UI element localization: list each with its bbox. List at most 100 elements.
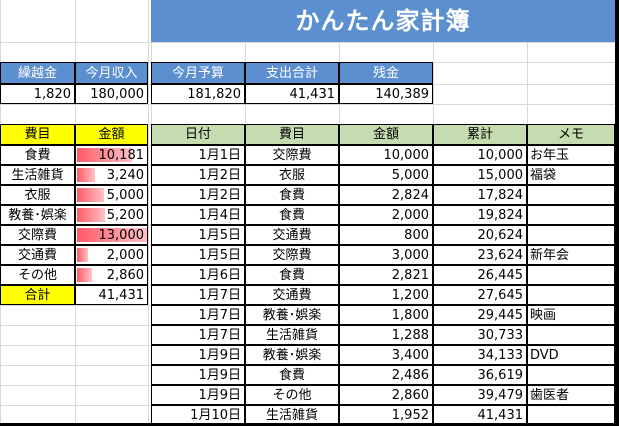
summary-header-cell[interactable]: 残金 [339, 62, 433, 84]
category-header-name[interactable]: 費目 [0, 124, 75, 145]
summary-header-cell[interactable]: 今月予算 [151, 62, 245, 84]
ledger-category-cell[interactable]: 食費 [245, 185, 339, 205]
category-amount-cell[interactable]: 5,000 [75, 185, 148, 205]
ledger-amount-cell[interactable]: 1,200 [339, 285, 433, 305]
ledger-amount-cell[interactable]: 3,400 [339, 345, 433, 365]
ledger-amount-cell[interactable]: 2,821 [339, 265, 433, 285]
ledger-category-cell[interactable]: 食費 [245, 265, 339, 285]
summary-value-cell[interactable]: 41,431 [245, 84, 339, 104]
category-amount-cell[interactable]: 5,200 [75, 205, 148, 225]
ledger-category-cell[interactable]: 教養･娯楽 [245, 305, 339, 325]
ledger-date-cell[interactable]: 1月10日 [151, 405, 245, 425]
ledger-memo-cell[interactable]: 歯医者 [527, 385, 615, 405]
ledger-date-cell[interactable]: 1月6日 [151, 265, 245, 285]
ledger-cumulative-cell[interactable]: 15,000 [433, 165, 527, 185]
ledger-category-cell[interactable]: 衣服 [245, 165, 339, 185]
category-amount-cell[interactable]: 2,860 [75, 265, 148, 285]
ledger-amount-cell[interactable]: 5,000 [339, 165, 433, 185]
ledger-category-cell[interactable]: 教養･娯楽 [245, 345, 339, 365]
category-name-cell[interactable]: 食費 [0, 145, 75, 165]
ledger-category-cell[interactable]: その他 [245, 385, 339, 405]
category-total-label[interactable]: 合計 [0, 285, 75, 305]
ledger-cumulative-cell[interactable]: 23,624 [433, 245, 527, 265]
ledger-category-cell[interactable]: 生活雑貨 [245, 325, 339, 345]
ledger-category-cell[interactable]: 食費 [245, 365, 339, 385]
ledger-cumulative-cell[interactable]: 17,824 [433, 185, 527, 205]
ledger-date-cell[interactable]: 1月7日 [151, 305, 245, 325]
ledger-header-amount[interactable]: 金額 [339, 124, 433, 145]
category-amount-cell[interactable]: 13,000 [75, 225, 148, 245]
summary-value-cell[interactable]: 180,000 [75, 84, 148, 104]
ledger-amount-cell[interactable]: 1,952 [339, 405, 433, 425]
ledger-date-cell[interactable]: 1月5日 [151, 245, 245, 265]
ledger-memo-cell[interactable] [527, 185, 615, 205]
summary-value-cell[interactable]: 1,820 [0, 84, 75, 104]
ledger-memo-cell[interactable] [527, 225, 615, 245]
ledger-amount-cell[interactable]: 1,800 [339, 305, 433, 325]
category-total-value[interactable]: 41,431 [75, 285, 148, 305]
ledger-amount-cell[interactable]: 2,000 [339, 205, 433, 225]
ledger-cumulative-cell[interactable]: 19,824 [433, 205, 527, 225]
ledger-memo-cell[interactable]: 映画 [527, 305, 615, 325]
ledger-memo-cell[interactable]: 福袋 [527, 165, 615, 185]
ledger-amount-cell[interactable]: 2,824 [339, 185, 433, 205]
ledger-cumulative-cell[interactable]: 20,624 [433, 225, 527, 245]
ledger-memo-cell[interactable] [527, 405, 615, 425]
ledger-cumulative-cell[interactable]: 41,431 [433, 405, 527, 425]
ledger-memo-cell[interactable]: お年玉 [527, 145, 615, 165]
ledger-cumulative-cell[interactable]: 27,645 [433, 285, 527, 305]
ledger-date-cell[interactable]: 1月2日 [151, 165, 245, 185]
ledger-memo-cell[interactable] [527, 205, 615, 225]
summary-header-cell[interactable]: 今月収入 [75, 62, 148, 84]
category-name-cell[interactable]: 教養･娯楽 [0, 205, 75, 225]
category-amount-cell[interactable]: 3,240 [75, 165, 148, 185]
summary-value-cell[interactable]: 181,820 [151, 84, 245, 104]
category-name-cell[interactable]: その他 [0, 265, 75, 285]
ledger-date-cell[interactable]: 1月4日 [151, 205, 245, 225]
ledger-header-date[interactable]: 日付 [151, 124, 245, 145]
category-name-cell[interactable]: 衣服 [0, 185, 75, 205]
ledger-memo-cell[interactable] [527, 285, 615, 305]
category-amount-cell[interactable]: 10,181 [75, 145, 148, 165]
ledger-cumulative-cell[interactable]: 36,619 [433, 365, 527, 385]
ledger-category-cell[interactable]: 生活雑貨 [245, 405, 339, 425]
ledger-cumulative-cell[interactable]: 39,479 [433, 385, 527, 405]
ledger-date-cell[interactable]: 1月2日 [151, 185, 245, 205]
ledger-cumulative-cell[interactable]: 29,445 [433, 305, 527, 325]
category-name-cell[interactable]: 交通費 [0, 245, 75, 265]
ledger-category-cell[interactable]: 交通費 [245, 285, 339, 305]
ledger-date-cell[interactable]: 1月9日 [151, 365, 245, 385]
ledger-amount-cell[interactable]: 2,860 [339, 385, 433, 405]
ledger-cumulative-cell[interactable]: 34,133 [433, 345, 527, 365]
ledger-amount-cell[interactable]: 2,486 [339, 365, 433, 385]
ledger-category-cell[interactable]: 交際費 [245, 245, 339, 265]
ledger-date-cell[interactable]: 1月7日 [151, 325, 245, 345]
ledger-cumulative-cell[interactable]: 30,733 [433, 325, 527, 345]
ledger-memo-cell[interactable] [527, 365, 615, 385]
ledger-memo-cell[interactable]: DVD [527, 345, 615, 365]
ledger-amount-cell[interactable]: 1,288 [339, 325, 433, 345]
category-amount-cell[interactable]: 2,000 [75, 245, 148, 265]
category-name-cell[interactable]: 生活雑貨 [0, 165, 75, 185]
ledger-category-cell[interactable]: 交際費 [245, 145, 339, 165]
category-header-amount[interactable]: 金額 [75, 124, 148, 145]
ledger-amount-cell[interactable]: 3,000 [339, 245, 433, 265]
ledger-date-cell[interactable]: 1月1日 [151, 145, 245, 165]
ledger-header-cumulative[interactable]: 累計 [433, 124, 527, 145]
ledger-date-cell[interactable]: 1月5日 [151, 225, 245, 245]
summary-value-cell[interactable]: 140,389 [339, 84, 433, 104]
summary-header-cell[interactable]: 支出合計 [245, 62, 339, 84]
category-name-cell[interactable]: 交際費 [0, 225, 75, 245]
ledger-date-cell[interactable]: 1月7日 [151, 285, 245, 305]
summary-header-cell[interactable]: 繰越金 [0, 62, 75, 84]
ledger-cumulative-cell[interactable]: 26,445 [433, 265, 527, 285]
ledger-header-memo[interactable]: メモ [527, 124, 615, 145]
ledger-category-cell[interactable]: 食費 [245, 205, 339, 225]
ledger-category-cell[interactable]: 交通費 [245, 225, 339, 245]
ledger-cumulative-cell[interactable]: 10,000 [433, 145, 527, 165]
ledger-memo-cell[interactable]: 新年会 [527, 245, 615, 265]
ledger-amount-cell[interactable]: 800 [339, 225, 433, 245]
ledger-amount-cell[interactable]: 10,000 [339, 145, 433, 165]
ledger-memo-cell[interactable] [527, 265, 615, 285]
